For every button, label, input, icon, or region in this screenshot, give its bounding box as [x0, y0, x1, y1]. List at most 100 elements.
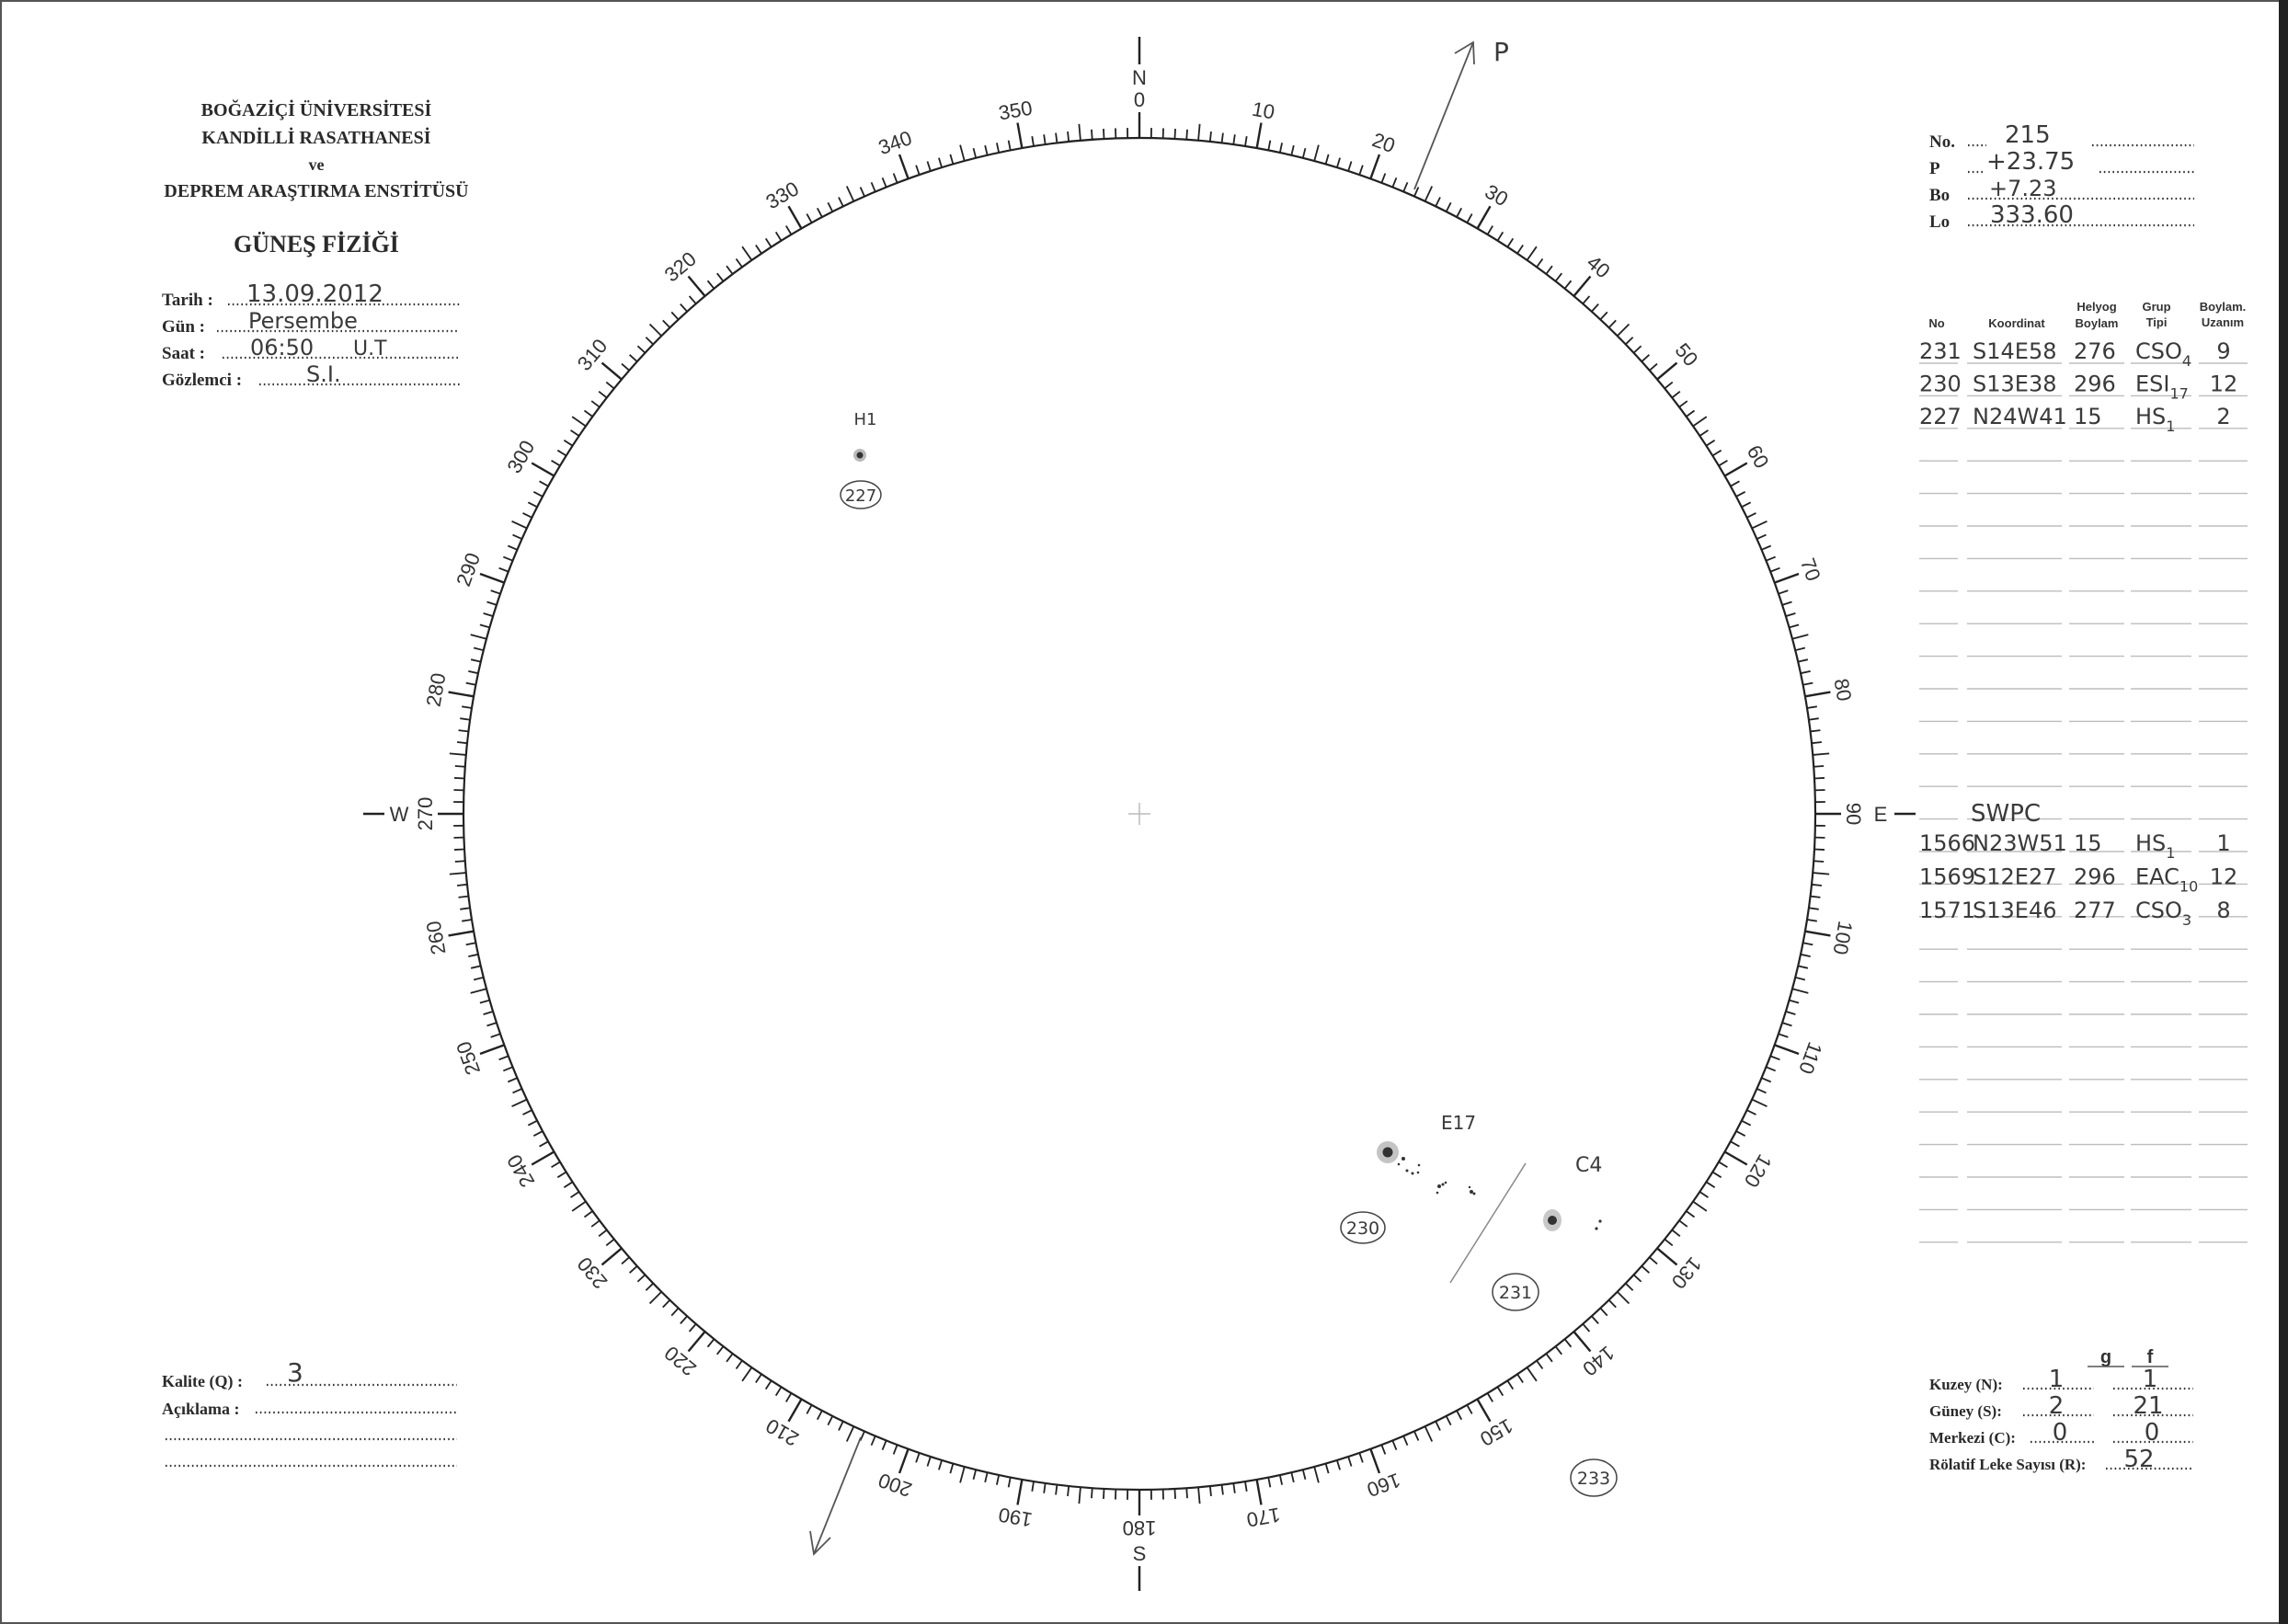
scale-tick	[1769, 1055, 1780, 1061]
scale-tick	[1220, 132, 1224, 143]
scale-tick	[764, 237, 772, 248]
scale-tick	[1055, 132, 1058, 143]
scale-tick	[1313, 1466, 1320, 1483]
scale-tick	[1699, 1191, 1709, 1198]
col-type-2: Tipi	[2146, 315, 2168, 329]
cell-ext: 8	[2216, 898, 2230, 923]
cell-ext: 12	[2210, 371, 2238, 396]
group-number: 227	[845, 486, 876, 506]
scale-tick	[1526, 246, 1538, 261]
cell-ext: 1	[2216, 830, 2230, 856]
scale-tick	[465, 681, 476, 686]
scale-tick	[1173, 128, 1176, 140]
scale-tick	[1358, 165, 1364, 176]
scale-tick	[1573, 1331, 1592, 1353]
scale-tick	[1336, 1459, 1341, 1470]
scale-tick	[1756, 1088, 1767, 1094]
north-g-value: 1	[2049, 1366, 2065, 1393]
scale-tick	[449, 872, 466, 875]
scale-tick	[1756, 533, 1767, 540]
scale-tick	[454, 860, 465, 863]
type-subscript: 1	[2166, 844, 2175, 862]
scale-tick	[1741, 1119, 1752, 1127]
scale-tick	[629, 354, 638, 362]
scale-tick	[601, 1247, 623, 1266]
scale-tick	[1785, 612, 1796, 617]
north-label: Kuzey (N):	[1929, 1376, 2003, 1393]
scale-tick	[1797, 658, 1809, 663]
type-code: CSO	[2135, 338, 2182, 364]
relative-label: Rölatif Leke Sayısı (R):	[1929, 1456, 2086, 1473]
scale-tick	[1625, 337, 1634, 346]
east-label: E	[1874, 803, 1888, 826]
scale-tick	[764, 1379, 772, 1390]
col-ext-2: Uzanım	[2202, 315, 2244, 329]
scale-tick	[1711, 1171, 1722, 1179]
scale-tick	[741, 1367, 753, 1382]
col-helio-2: Boylam	[2076, 316, 2119, 330]
number-label: No.	[1929, 132, 1955, 152]
small-spot	[1598, 1219, 1602, 1223]
scale-tick	[785, 225, 793, 235]
scale-tick	[583, 1210, 593, 1218]
time-label: Saat :	[162, 344, 205, 363]
cell-long: 276	[2074, 338, 2116, 364]
scale-tick	[949, 1463, 955, 1474]
scale-tick	[479, 1044, 505, 1056]
scale-tick	[570, 429, 580, 437]
scale-tick	[735, 1360, 743, 1370]
scale-tick	[938, 157, 943, 168]
scale-tick	[507, 1077, 518, 1083]
cell-coord: N24W41	[1973, 404, 2067, 429]
lo-label: Lo	[1929, 212, 1950, 232]
bo-value: +7.23	[1989, 176, 2057, 201]
date-value: 13.09.2012	[246, 280, 383, 308]
scale-tick	[470, 658, 482, 663]
time-value: 06:50	[250, 335, 314, 360]
scale-tick	[1582, 295, 1591, 304]
institution-line-3: ve	[309, 155, 325, 174]
scale-tick	[1813, 860, 1825, 863]
scale-tick	[1718, 460, 1728, 467]
scale-tick	[1632, 345, 1642, 354]
scale-tick	[598, 391, 608, 399]
scale-tick	[870, 1435, 876, 1447]
scale-label-90: 90	[1842, 803, 1865, 825]
scale-tick	[570, 1191, 580, 1198]
f-header: f	[2147, 1347, 2154, 1367]
cell-coord: S13E46	[1973, 898, 2056, 923]
col-ext-1: Boylam.	[2200, 300, 2247, 314]
scale-tick	[1016, 122, 1024, 149]
cell-type: CSO3	[2135, 898, 2191, 929]
scale-tick	[1536, 257, 1544, 268]
scale-tick	[1336, 157, 1341, 168]
scale-tick	[806, 1404, 813, 1414]
type-subscript: 4	[2182, 352, 2191, 370]
scale-tick	[605, 381, 615, 390]
scale-tick	[1313, 144, 1320, 162]
scale-tick	[1641, 354, 1650, 362]
scale-tick	[827, 1415, 834, 1426]
cell-no: 231	[1919, 338, 1962, 364]
scale-tick	[1536, 1360, 1544, 1370]
small-spot	[1595, 1227, 1598, 1230]
number-value: 215	[2005, 121, 2051, 149]
scale-tick	[629, 1265, 638, 1274]
scale-tick	[859, 1431, 865, 1441]
scale-tick	[827, 201, 834, 212]
scale-tick	[774, 231, 783, 242]
scale-tick	[915, 1452, 921, 1463]
scale-tick	[787, 1398, 803, 1423]
scale-tick	[1692, 416, 1708, 428]
cell-ext: 2	[2216, 404, 2230, 429]
scale-tick	[1402, 1435, 1409, 1447]
scale-tick	[1424, 186, 1434, 202]
scale-tick	[741, 246, 753, 261]
scale-tick	[1466, 1404, 1473, 1414]
scale-tick	[680, 1315, 688, 1324]
group-number: 231	[1499, 1283, 1532, 1303]
type-subscript: 1	[2166, 417, 2175, 435]
scale-tick	[449, 752, 466, 756]
scale-tick	[551, 1161, 561, 1168]
